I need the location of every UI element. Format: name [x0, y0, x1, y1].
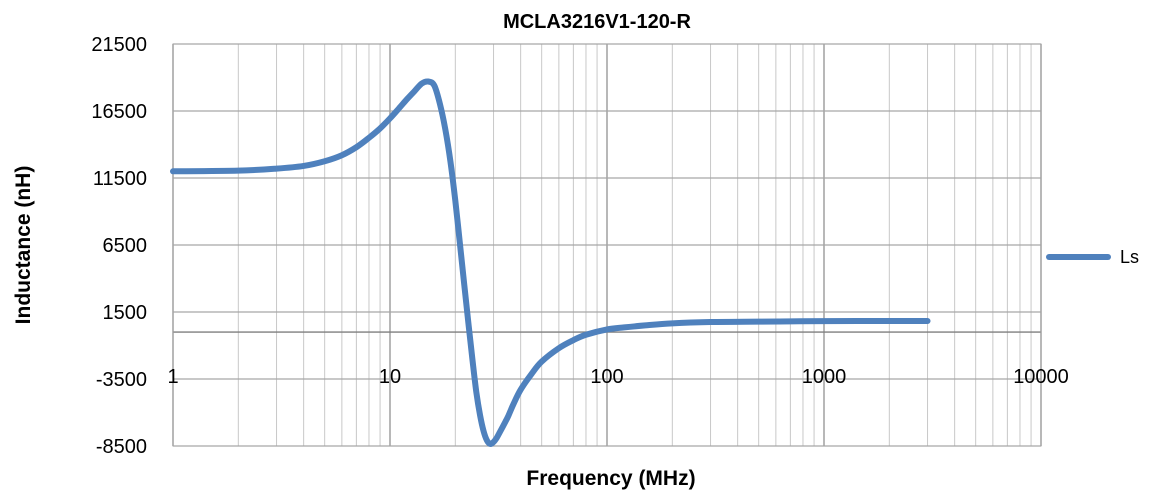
series-points [170, 79, 931, 447]
x-tick-label: 100 [590, 366, 623, 388]
legend: Ls [1046, 247, 1139, 267]
y-axis-title: Inductance (nH) [12, 166, 35, 325]
y-tick-labels: 21500 16500 11500 6500 1500 -3500 -8500 [91, 34, 147, 458]
y-tick-label: -3500 [96, 369, 147, 391]
x-tick-label: 1000 [802, 366, 847, 388]
x-tick-label: 10000 [1013, 366, 1069, 388]
y-tick-label: 6500 [103, 235, 148, 257]
chart-title: MCLA3216V1-120-R [503, 11, 691, 33]
y-tick-label: 16500 [91, 101, 147, 123]
x-tick-label: 1 [167, 366, 178, 388]
y-tick-label: 1500 [103, 302, 148, 324]
x-axis-title: Frequency (MHz) [526, 467, 695, 490]
y-tick-label: 21500 [91, 34, 147, 56]
x-tick-labels: 1 10 100 1000 10000 [167, 366, 1068, 388]
plot-area-border [172, 43, 1042, 447]
y-tick-label: -8500 [96, 436, 147, 458]
y-tick-label: 11500 [93, 168, 147, 190]
x-tick-label: 10 [379, 366, 401, 388]
legend-label-ls: Ls [1120, 247, 1139, 267]
series-line-ls [170, 78, 931, 448]
